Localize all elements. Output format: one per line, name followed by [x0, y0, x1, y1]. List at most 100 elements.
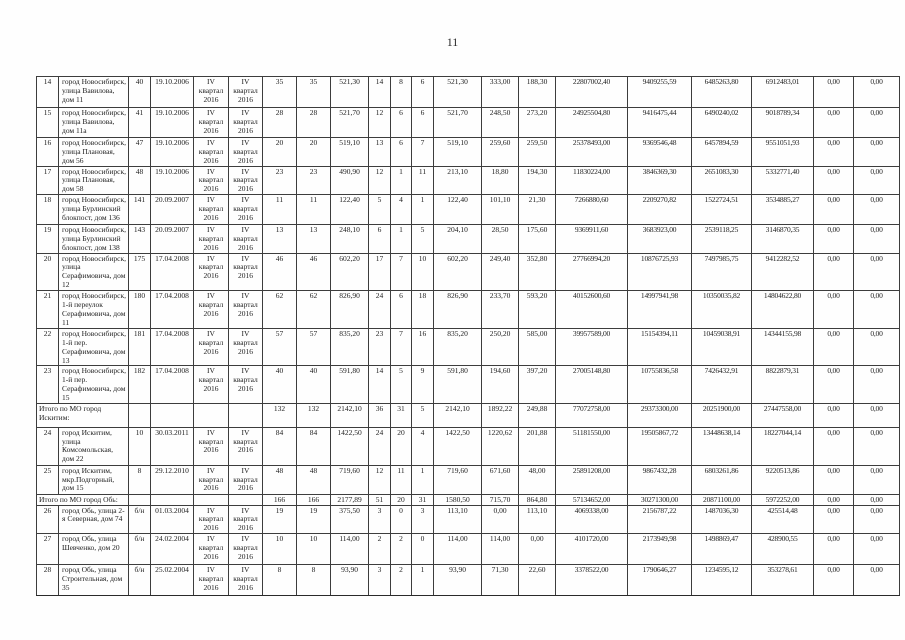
row-number-cell: 26	[36, 504, 59, 535]
value-cell: 57	[262, 327, 297, 367]
value-cell: 259,60	[481, 137, 519, 167]
value-cell: 1234595,12	[691, 564, 752, 597]
value-cell: 7497985,75	[691, 252, 752, 291]
date-cell: 17.04.2008	[150, 327, 194, 367]
value-cell: 10350035,82	[691, 289, 752, 329]
value-cell: 20251900,00	[691, 402, 752, 428]
value-cell: 23	[368, 327, 391, 367]
value-cell: 2156787,22	[627, 504, 692, 535]
value-cell: 51181550,00	[555, 426, 628, 466]
value-cell: 1487036,30	[691, 504, 752, 535]
value-cell: 28	[262, 107, 297, 138]
value-cell: 864,80	[518, 493, 556, 506]
value-cell: 8822879,31	[751, 365, 814, 404]
table-row: 26 город Обь, улица 2-я Северная, дом 74 б…	[36, 504, 900, 535]
date-cell: 29.12.2010	[150, 464, 194, 495]
value-cell: 122,40	[433, 194, 482, 226]
value-cell: 333,00	[481, 76, 519, 108]
row-number-cell: 14	[36, 76, 59, 108]
value-cell: 3534885,27	[751, 194, 814, 226]
value-cell: 0	[390, 504, 412, 535]
value-cell: 3	[368, 504, 391, 535]
value-cell: 353278,61	[751, 564, 814, 597]
value-cell: 6803261,86	[691, 464, 752, 495]
planned-quarter-cell: IV квартал 2016	[193, 504, 229, 535]
value-cell: 5332771,40	[751, 165, 814, 196]
actual-quarter-cell: IV квартал 2016	[228, 137, 263, 167]
value-cell: 35	[262, 76, 297, 108]
address-cell: город Новосибирск, улица Вавилова, дом 1…	[58, 76, 129, 108]
table-row: 14 город Новосибирск, улица Вавилова, дом…	[36, 76, 900, 108]
value-cell: 0,00	[813, 365, 854, 404]
value-cell: 1498869,47	[691, 533, 752, 566]
empty-cell	[128, 402, 151, 428]
value-cell: 10755836,58	[627, 365, 692, 404]
value-cell: 519,10	[433, 137, 482, 167]
value-cell: 9220513,86	[751, 464, 814, 495]
table-row: 15 город Новосибирск, улица Вавилова, дом…	[36, 107, 900, 138]
value-cell: 20	[296, 137, 331, 167]
row-number-cell: 25	[36, 464, 59, 495]
subtotal-label-cell: Итого по МО город Обь:	[36, 493, 129, 506]
table-row: 22 город Новосибирск, 1-й пер. Серафимови…	[36, 327, 900, 367]
value-cell: 30271300,00	[627, 493, 692, 506]
register-table: 14 город Новосибирск, улица Вавилова, дом…	[36, 76, 900, 597]
value-cell: 0,00	[853, 402, 900, 428]
value-cell: 0,00	[813, 252, 854, 291]
actual-quarter-cell: IV квартал 2016	[228, 76, 263, 108]
register-number-cell: 48	[128, 165, 151, 196]
value-cell: 27766994,20	[555, 252, 628, 291]
value-cell: 12	[368, 165, 391, 196]
date-cell: 20.09.2007	[150, 194, 194, 226]
value-cell: 6490240,02	[691, 107, 752, 138]
value-cell: 22,60	[518, 564, 556, 597]
value-cell: 4069338,00	[555, 504, 628, 535]
value-cell: 0,00	[813, 194, 854, 226]
value-cell: 835,20	[330, 327, 369, 367]
value-cell: 1422,50	[330, 426, 369, 466]
row-number-cell: 16	[36, 137, 59, 167]
value-cell: 0,00	[853, 365, 900, 404]
value-cell: 352,80	[518, 252, 556, 291]
date-cell: 19.10.2006	[150, 165, 194, 196]
value-cell: 204,10	[433, 224, 482, 254]
value-cell: 213,10	[433, 165, 482, 196]
value-cell: 18	[411, 289, 434, 329]
value-cell: 28	[296, 107, 331, 138]
value-cell: 9416475,44	[627, 107, 692, 138]
empty-cell	[150, 493, 194, 506]
date-cell: 19.10.2006	[150, 107, 194, 138]
table-row: 18 город Новосибирск, улица Бурлинский бл…	[36, 194, 900, 226]
register-number-cell: 181	[128, 327, 151, 367]
register-number-cell: 182	[128, 365, 151, 404]
value-cell: 114,00	[330, 533, 369, 566]
value-cell: 7	[411, 137, 434, 167]
row-number-cell: 23	[36, 365, 59, 404]
value-cell: 19	[296, 504, 331, 535]
value-cell: 0,00	[481, 504, 519, 535]
empty-cell	[193, 493, 229, 506]
planned-quarter-cell: IV квартал 2016	[193, 327, 229, 367]
empty-cell	[128, 493, 151, 506]
register-number-cell: 41	[128, 107, 151, 138]
value-cell: 46	[296, 252, 331, 291]
actual-quarter-cell: IV квартал 2016	[228, 464, 263, 495]
value-cell: 719,60	[433, 464, 482, 495]
value-cell: 11	[411, 165, 434, 196]
value-cell: 2	[390, 564, 412, 597]
value-cell: 0	[411, 533, 434, 566]
value-cell: 7	[390, 327, 412, 367]
planned-quarter-cell: IV квартал 2016	[193, 224, 229, 254]
value-cell: 5	[390, 365, 412, 404]
value-cell: 3683923,00	[627, 224, 692, 254]
value-cell: 6457894,59	[691, 137, 752, 167]
address-cell: город Новосибирск, 1-й пер. Серафимовича…	[58, 327, 129, 367]
value-cell: 10	[296, 533, 331, 566]
value-cell: 10	[262, 533, 297, 566]
value-cell: 24	[368, 289, 391, 329]
value-cell: 519,10	[330, 137, 369, 167]
row-number-cell: 21	[36, 289, 59, 329]
value-cell: 9018789,34	[751, 107, 814, 138]
value-cell: 14344155,98	[751, 327, 814, 367]
